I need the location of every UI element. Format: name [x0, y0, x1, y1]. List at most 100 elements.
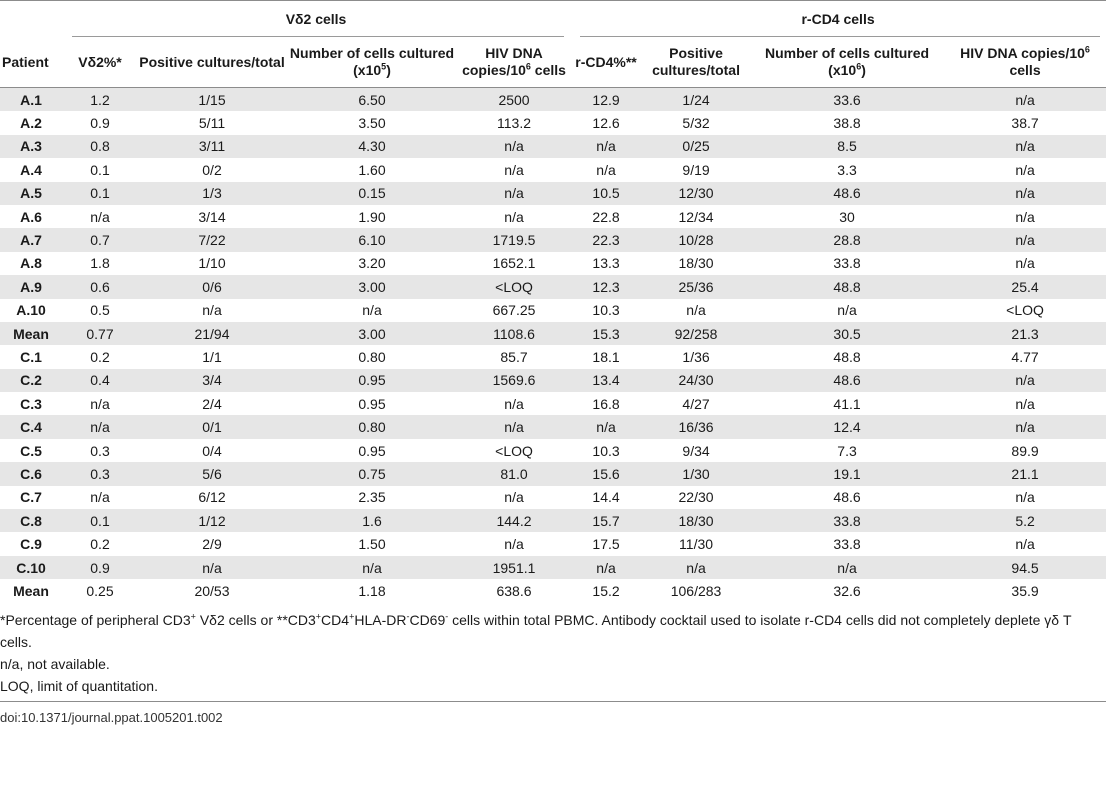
- table-cell: n/a: [642, 298, 751, 322]
- col-rcd4-positive: Positive cultures/total: [652, 45, 740, 78]
- table-cell: 144.2: [458, 509, 571, 533]
- table-cell: 0.95: [286, 392, 458, 416]
- table-cell: n/a: [944, 532, 1106, 556]
- table-cell: 38.8: [750, 111, 945, 135]
- table-cell: 19.1: [750, 462, 945, 486]
- table-cell: 3.3: [750, 158, 945, 182]
- table-row: A.10 0.5 n/a n/a 667.25 10.3 n/a n/a <LOQ: [0, 298, 1106, 322]
- table-cell: 0.80: [286, 415, 458, 439]
- table-cell: 12.6: [570, 111, 643, 135]
- table-cell: 0.15: [286, 181, 458, 205]
- table-cell: 0.9: [62, 555, 138, 580]
- table-cell: 0.9: [62, 111, 138, 135]
- col-patient: Patient: [2, 53, 49, 70]
- patient-id-cell: C.3: [0, 392, 62, 416]
- table-cell: 0.3: [62, 462, 138, 486]
- table-cell: 1/3: [138, 181, 286, 205]
- table-row: Mean 0.25 20/53 1.18 638.6 15.2 106/283 32.6 35.…: [0, 579, 1106, 603]
- footnote-2: n/a, not available.: [0, 655, 110, 672]
- table-cell: n/a: [458, 181, 571, 205]
- table-cell: 0/25: [642, 134, 751, 159]
- table-cell: 1951.1: [458, 555, 571, 580]
- table-cell: n/a: [944, 87, 1106, 112]
- table-row: C.5 0.3 0/4 0.95 <LOQ 10.3 9/34 7.3 89.9: [0, 438, 1106, 463]
- table-cell: n/a: [458, 158, 571, 182]
- patient-id-cell: C.5: [0, 438, 62, 463]
- table-body: A.1 1.2 1/15 6.50 2500 12.9 1/24 33.6 n/a A.2 0.9 5…: [0, 87, 1106, 603]
- table-cell: n/a: [944, 204, 1106, 229]
- table-cell: 0.7: [62, 228, 138, 252]
- table-cell: 3.00: [286, 321, 458, 346]
- table-cell: 0.1: [62, 158, 138, 182]
- patient-id-cell: C.9: [0, 532, 62, 556]
- table-cell: 12/30: [642, 181, 751, 205]
- table-cell: n/a: [750, 555, 945, 580]
- table-row: C.4 n/a 0/1 0.80 n/a n/a 16/36 12.4 n/a: [0, 415, 1106, 439]
- table-row: C.9 0.2 2/9 1.50 n/a 17.5 11/30 33.8 n/a: [0, 532, 1106, 556]
- table-row: C.3 n/a 2/4 0.95 n/a 16.8 4/27 41.1 n/a: [0, 392, 1106, 416]
- table-cell: n/a: [944, 251, 1106, 276]
- table-cell: n/a: [62, 415, 138, 439]
- table-cell: 1.18: [286, 579, 458, 603]
- table-cell: 2.35: [286, 485, 458, 510]
- table-row: A.1 1.2 1/15 6.50 2500 12.9 1/24 33.6 n/a: [0, 87, 1106, 112]
- col-vd2-number: Number of cells cultured (x105): [289, 45, 455, 78]
- table-cell: 7/22: [138, 228, 286, 252]
- table-cell: 1/15: [138, 87, 286, 112]
- table-cell: 3/4: [138, 368, 286, 393]
- table-cell: 4.77: [944, 345, 1106, 369]
- table-cell: 1719.5: [458, 228, 571, 252]
- table-cell: 24/30: [642, 368, 751, 393]
- table-cell: 22.8: [570, 204, 643, 229]
- table-cell: 13.3: [570, 251, 643, 276]
- patient-id-cell: A.1: [0, 87, 62, 112]
- table-cell: 12.3: [570, 275, 643, 299]
- table-cell: 33.8: [750, 532, 945, 556]
- table-cell: 92/258: [642, 321, 751, 346]
- table-cell: 33.8: [750, 509, 945, 533]
- table-cell: 6/12: [138, 485, 286, 510]
- table-cell: 0.95: [286, 438, 458, 463]
- table-cell: <LOQ: [458, 438, 571, 463]
- table-cell: 48.6: [750, 485, 945, 510]
- col-rcd4-pct: r-CD4%**: [575, 53, 637, 70]
- table-cell: 21.1: [944, 462, 1106, 486]
- table-cell: n/a: [138, 298, 286, 322]
- table-cell: 9/34: [642, 438, 751, 463]
- table-footnotes: *Percentage of peripheral CD3+ Vδ2 cells…: [0, 603, 1106, 702]
- column-header-row: Patient Vδ2%* Positive cultures/total Nu…: [0, 37, 1106, 88]
- table-cell: 35.9: [944, 579, 1106, 603]
- table-cell: 0.80: [286, 345, 458, 369]
- table-cell: 0.2: [62, 345, 138, 369]
- table-cell: n/a: [944, 158, 1106, 182]
- table-cell: 9/19: [642, 158, 751, 182]
- table-cell: 32.6: [750, 579, 945, 603]
- table-cell: 38.7: [944, 111, 1106, 135]
- doi-text[interactable]: doi:10.1371/journal.ppat.1005201.t002: [0, 709, 223, 725]
- patient-id-cell: C.10: [0, 555, 62, 580]
- table-figure: Vδ2 cells r-CD4 cells Patient Vδ2%* Posi…: [0, 0, 1106, 725]
- patient-id-cell: Mean: [0, 321, 62, 346]
- table-cell: 15.2: [570, 579, 643, 603]
- table-cell: n/a: [286, 555, 458, 580]
- table-cell: n/a: [944, 392, 1106, 416]
- table-cell: 10.3: [570, 438, 643, 463]
- table-cell: 6.10: [286, 228, 458, 252]
- table-row: A.5 0.1 1/3 0.15 n/a 10.5 12/30 48.6 n/a: [0, 181, 1106, 205]
- table-cell: 3.00: [286, 275, 458, 299]
- footnote-1: *Percentage of peripheral CD3+ Vδ2 cells…: [0, 610, 1072, 650]
- table-cell: 3.50: [286, 111, 458, 135]
- table-cell: n/a: [458, 415, 571, 439]
- table-cell: 13.4: [570, 368, 643, 393]
- table-row: A.8 1.8 1/10 3.20 1652.1 13.3 18/30 33.8 n/a: [0, 251, 1106, 276]
- table-row: C.1 0.2 1/1 0.80 85.7 18.1 1/36 48.8 4.77: [0, 345, 1106, 369]
- table-cell: 15.7: [570, 509, 643, 533]
- group-header-vd2: Vδ2 cells: [62, 1, 570, 38]
- table-row: Mean 0.77 21/94 3.00 1108.6 15.3 92/258 30.5 21.…: [0, 321, 1106, 346]
- table-cell: 30.5: [750, 321, 945, 346]
- table-cell: 41.1: [750, 392, 945, 416]
- table-cell: 1/36: [642, 345, 751, 369]
- table-cell: n/a: [570, 415, 643, 439]
- table-cell: n/a: [286, 298, 458, 322]
- table-cell: 5/32: [642, 111, 751, 135]
